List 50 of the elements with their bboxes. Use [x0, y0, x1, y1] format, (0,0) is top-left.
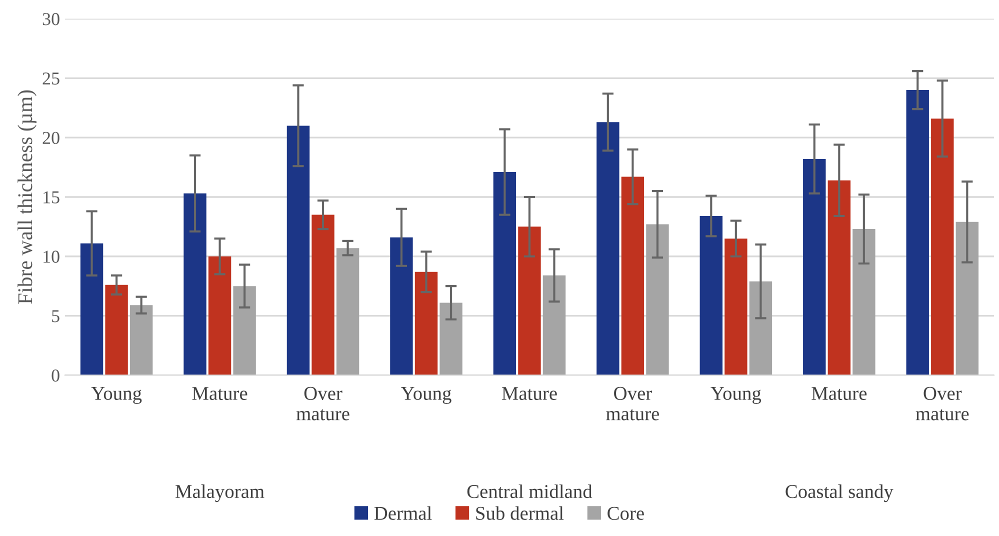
- bar: [852, 229, 876, 376]
- bar: [724, 238, 748, 376]
- bar: [440, 302, 462, 376]
- x-tick-label: Over mature: [916, 386, 969, 420]
- x-tick-label: Over mature: [606, 386, 660, 420]
- y-axis-title: Fibre wall thickness (µm): [18, 90, 36, 304]
- bar: [828, 180, 851, 376]
- bar: [596, 122, 620, 376]
- bar: [931, 118, 954, 376]
- bar: [312, 214, 334, 376]
- bar: [286, 126, 310, 376]
- bar: [906, 90, 929, 376]
- bar: [105, 284, 128, 376]
- x-tick-label: Young: [710, 387, 762, 404]
- y-tick-label: 0: [52, 369, 60, 382]
- bar: [80, 243, 104, 376]
- bar: [646, 224, 669, 376]
- y-tick-label: 20: [42, 132, 60, 144]
- bar: [130, 305, 153, 376]
- bar: [414, 272, 438, 376]
- y-tick-label: 5: [52, 310, 60, 322]
- legend-label: Core: [608, 506, 644, 520]
- bar: [390, 237, 413, 376]
- bar: [518, 226, 541, 376]
- bar: [700, 216, 723, 376]
- x-tick-label: Young: [91, 387, 142, 404]
- y-tick-label: 30: [42, 13, 60, 26]
- y-tick-label: 15: [44, 191, 60, 204]
- bar: [208, 256, 232, 376]
- text: Coastal sandy: [786, 484, 894, 502]
- bar: [749, 281, 772, 376]
- x-tick-label: Mature: [502, 387, 557, 400]
- text: Malayoram: [176, 484, 264, 502]
- x-tick-label: Mature: [812, 387, 867, 400]
- bar: [621, 176, 644, 376]
- bar: [542, 275, 566, 376]
- bar: [184, 193, 206, 376]
- bar: [233, 286, 256, 376]
- y-tick-label: 25: [42, 72, 60, 85]
- bar: [956, 222, 979, 376]
- x-tick-label: Over mature: [296, 386, 350, 420]
- x-tick-label: Mature: [192, 387, 248, 400]
- legend-label: Sub dermal: [476, 506, 564, 520]
- text: Central midland: [467, 484, 592, 498]
- x-tick-label: Young: [400, 387, 452, 404]
- legend-label: Dermal: [374, 506, 432, 520]
- bar: [493, 172, 516, 376]
- bar: [803, 158, 826, 376]
- bar: [336, 248, 360, 376]
- y-tick-label: 10: [44, 250, 60, 263]
